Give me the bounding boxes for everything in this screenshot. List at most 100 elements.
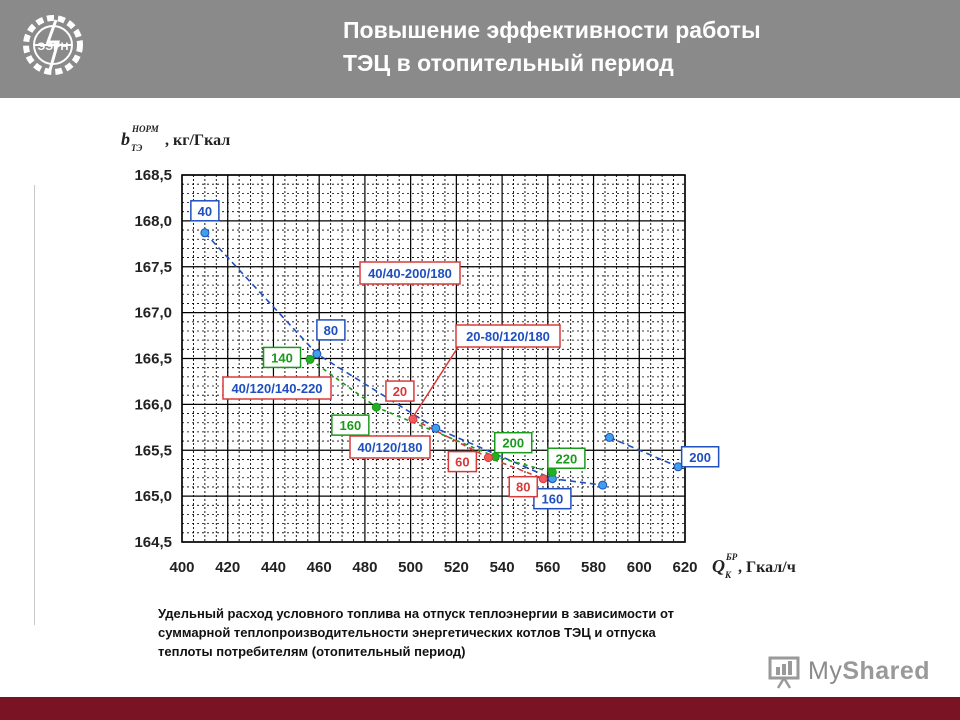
x-tick-label: 620: [672, 559, 697, 576]
y-tick-label: 167,0: [134, 305, 172, 322]
y-label-unit: , кг/Гкал: [165, 132, 230, 149]
point-label-box: [262, 346, 302, 369]
point-label: 80: [324, 323, 338, 338]
tick-labels: 400 420 440 460 480 500 520 540 560 580 600 620 164,…: [134, 167, 697, 576]
point-label: 140: [271, 350, 293, 365]
x-tick-label: 400: [169, 559, 194, 576]
annotation-box: [359, 261, 461, 285]
chart-axes: [181, 174, 686, 543]
point-label-box: [316, 319, 346, 341]
point-label: 60: [455, 455, 469, 470]
point-label-box: [680, 446, 720, 468]
data-point: [483, 453, 493, 463]
watermark: MyShared: [766, 655, 930, 691]
chart-container: 40/40-200/180 20-80/120/180 40/120/140-220…: [100, 110, 830, 595]
data-point: [408, 414, 418, 424]
y-tick-label: 167,5: [134, 259, 172, 276]
x-tick-label: 460: [307, 559, 332, 576]
y-tick-label: 164,5: [134, 534, 172, 551]
x-label-unit: , Гкал/ч: [738, 559, 796, 576]
annotation-text: 40/40-200/180: [368, 266, 452, 281]
x-tick-label: 540: [490, 559, 515, 576]
point-labels: 40 80 160 200 140 160 200 220 20 60 80: [190, 200, 720, 510]
annotation-box: [222, 376, 332, 400]
page-title: Повышение эффективности работы ТЭЦ в ото…: [343, 14, 761, 80]
x-tick-label: 560: [535, 559, 560, 576]
efficiency-chart: 40/40-200/180 20-80/120/180 40/120/140-220…: [121, 119, 796, 582]
y-tick-label: 166,0: [134, 396, 172, 413]
title-line-2: ТЭЦ в отопительный период: [343, 50, 674, 76]
y-label-sub: ТЭ: [131, 143, 143, 153]
x-tick-label: 580: [581, 559, 606, 576]
y-tick-label: 165,0: [134, 488, 172, 505]
data-point: [200, 228, 210, 238]
data-point: [305, 354, 315, 364]
point-label: 200: [502, 436, 524, 451]
point-label-box: [190, 200, 220, 222]
x-label-sup: БР: [725, 552, 738, 562]
x-tick-label: 500: [398, 559, 423, 576]
x-tick-label: 480: [352, 559, 377, 576]
point-label-box: [533, 487, 572, 510]
point-label-box: [447, 450, 478, 473]
data-points: [200, 228, 683, 490]
point-label: 220: [556, 451, 578, 466]
x-label-main: Q: [712, 556, 725, 576]
point-label-box: [331, 414, 370, 436]
point-label: 160: [542, 492, 564, 507]
logo-text: ЭЭРН: [38, 41, 69, 53]
point-label-box: [493, 431, 533, 454]
data-point: [538, 474, 548, 484]
annotation-box: [349, 435, 431, 459]
caption-line-2: суммарной теплопроизводительности энерге…: [158, 625, 656, 640]
title-line-1: Повышение эффективности работы: [343, 17, 761, 43]
header-bar: ЭЭРН Повышение эффективности работы ТЭЦ …: [0, 0, 960, 98]
annotation-leader: [412, 343, 461, 418]
company-logo: ЭЭРН: [20, 12, 86, 78]
annotation-text: 40/120/140-220: [231, 381, 322, 396]
point-label-box: [547, 447, 586, 470]
point-label: 20: [393, 384, 407, 399]
plot-frame: [181, 174, 686, 543]
y-tick-label: 166,5: [134, 351, 172, 368]
data-point: [605, 432, 615, 442]
footer-bar: [0, 697, 960, 720]
annotation-text: 40/120/180: [357, 440, 422, 455]
data-point: [598, 480, 608, 490]
point-label-box: [508, 475, 538, 498]
x-tick-label: 440: [261, 559, 286, 576]
annotation-text: 20-80/120/180: [466, 329, 550, 344]
trend-line: [609, 436, 679, 468]
data-point: [312, 349, 322, 359]
presentation-icon: [768, 656, 800, 689]
watermark-shared: Shared: [842, 657, 931, 685]
watermark-text: MyShared: [808, 657, 930, 686]
x-axis-label: Q К БР , Гкал/ч: [712, 547, 796, 582]
x-label-sub: К: [724, 570, 732, 580]
y-tick-label: 168,5: [134, 167, 172, 184]
caption-line-1: Удельный расход условного топлива на отп…: [158, 606, 675, 621]
y-tick-label: 168,0: [134, 213, 172, 230]
watermark-my: My: [808, 657, 843, 685]
data-point: [371, 402, 381, 412]
point-label: 200: [689, 450, 711, 465]
y-tick-label: 165,5: [134, 442, 172, 459]
point-label-box: [385, 380, 415, 402]
y-label-sup: НОРМ: [131, 124, 160, 134]
divider-line: [34, 185, 35, 625]
caption-line-3: теплоты потребителям (отопительный перио…: [158, 644, 466, 659]
chart-grid: [181, 174, 686, 543]
x-tick-label: 520: [444, 559, 469, 576]
y-axis-label: b ТЭ НОРМ , кг/Гкал: [121, 119, 230, 155]
point-label: 80: [516, 480, 530, 495]
point-label: 40: [198, 204, 212, 219]
data-point: [431, 423, 441, 433]
y-label-main: b: [121, 129, 130, 149]
x-tick-label: 600: [627, 559, 652, 576]
data-point: [547, 467, 557, 477]
annotation-box: [455, 324, 561, 348]
point-label: 160: [339, 418, 361, 433]
figure-caption: Удельный расход условного топлива на отп…: [158, 604, 798, 661]
chart-annotations: 40/40-200/180 20-80/120/180 40/120/140-220…: [222, 261, 561, 459]
x-tick-label: 420: [215, 559, 240, 576]
